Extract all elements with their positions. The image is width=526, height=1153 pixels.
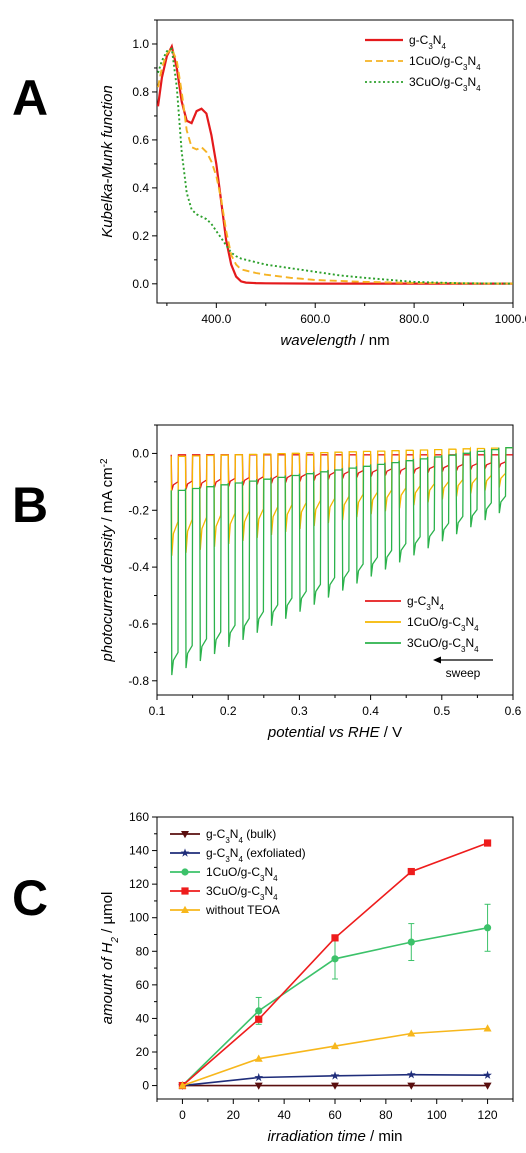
legend-marker bbox=[181, 905, 189, 913]
legend-label: g-C3N4 bbox=[409, 33, 446, 51]
y-tick-label: 100 bbox=[129, 911, 149, 925]
panel-letter-b: B bbox=[12, 477, 48, 533]
data-point bbox=[330, 1071, 340, 1080]
data-point bbox=[483, 1024, 492, 1032]
data-point bbox=[407, 1029, 416, 1037]
x-tick-label: 80 bbox=[379, 1108, 393, 1122]
data-point bbox=[178, 1081, 187, 1089]
x-tick-label: 0.4 bbox=[362, 704, 379, 718]
x-tick-label: 1000.0 bbox=[495, 312, 526, 326]
y-tick-label: -0.4 bbox=[128, 560, 149, 574]
y-tick-label: 120 bbox=[129, 877, 149, 891]
data-point bbox=[331, 934, 339, 942]
x-axis-title: wavelength / nm bbox=[280, 332, 389, 349]
data-point bbox=[483, 839, 492, 847]
legend-label: 1CuO/g-C3N4 bbox=[206, 865, 278, 883]
data-point bbox=[406, 1070, 416, 1079]
x-tick-label: 60 bbox=[328, 1108, 342, 1122]
y-tick-label: 0.2 bbox=[132, 229, 149, 243]
legend-label: without TEOA bbox=[205, 903, 280, 917]
y-tick-label: 0 bbox=[142, 1079, 149, 1093]
data-point bbox=[254, 1054, 263, 1062]
sweep-label: sweep bbox=[446, 666, 481, 680]
x-tick-label: 0.1 bbox=[149, 704, 166, 718]
y-tick-label: -0.8 bbox=[128, 674, 149, 688]
legend-label: 1CuO/g-C3N4 bbox=[409, 54, 481, 72]
y-tick-label: -0.6 bbox=[128, 617, 149, 631]
x-tick-label: 800.0 bbox=[399, 312, 429, 326]
data-point bbox=[331, 1082, 339, 1090]
plot-area bbox=[178, 839, 492, 1090]
legend-label: g-C3N4 (bulk) bbox=[206, 827, 276, 845]
y-tick-label: 40 bbox=[136, 1011, 150, 1025]
x-tick-label: 0.6 bbox=[505, 704, 522, 718]
x-tick-label: 0.5 bbox=[433, 704, 450, 718]
legend-label: 3CuO/g-C3N4 bbox=[409, 75, 481, 93]
data-point bbox=[407, 938, 415, 946]
data-point bbox=[483, 1082, 492, 1090]
y-tick-label: 0.4 bbox=[132, 181, 149, 195]
y-tick-label: 0.0 bbox=[132, 277, 149, 291]
data-point bbox=[483, 924, 492, 932]
y-tick-label: 20 bbox=[136, 1045, 150, 1059]
plot-area bbox=[170, 446, 513, 676]
y-tick-label: 140 bbox=[129, 844, 149, 858]
data-point bbox=[254, 1072, 264, 1082]
y-axis-title: photocurrent density / mA cm-2 bbox=[99, 458, 117, 663]
legend-label: g-C3N4 bbox=[407, 594, 444, 612]
data-point bbox=[407, 1082, 416, 1090]
x-tick-label: 100 bbox=[427, 1108, 447, 1122]
plot-area bbox=[157, 43, 513, 285]
series-line-1CuO/g-C3N4 bbox=[157, 47, 513, 285]
data-point bbox=[331, 1041, 339, 1050]
series-line-1CuO/g-C3N4 bbox=[170, 446, 513, 556]
legend-label: 3CuO/g-C3N4 bbox=[407, 636, 479, 654]
legend-label: g-C3N4 (exfoliated) bbox=[206, 846, 306, 864]
series-line-3CuO/g-C3N4 bbox=[157, 47, 513, 285]
y-tick-label: 0.0 bbox=[132, 446, 149, 460]
legend-marker bbox=[180, 848, 190, 857]
y-tick-label: 0.8 bbox=[132, 85, 149, 99]
x-tick-label: 120 bbox=[478, 1108, 498, 1122]
data-point bbox=[255, 1007, 263, 1015]
chart-panel-b: B 0.1 0.2 0.3 0.4 0.5 0.6 -0.8 -0.6 -0.4 -0.2 0.0 po… bbox=[12, 424, 522, 741]
x-axis-title: irradiation time / min bbox=[267, 1128, 402, 1145]
legend-marker bbox=[181, 887, 189, 895]
x-tick-label: 0 bbox=[179, 1108, 186, 1122]
data-point bbox=[483, 1070, 492, 1079]
x-axis-title: potential vs RHE / V bbox=[267, 724, 402, 741]
data-point bbox=[254, 1082, 263, 1090]
y-tick-label: 60 bbox=[136, 978, 150, 992]
x-tick-label: 400.0 bbox=[201, 312, 231, 326]
y-tick-label: 1.0 bbox=[132, 37, 149, 51]
legend-marker bbox=[181, 831, 189, 839]
sweep-arrow-head bbox=[433, 656, 441, 664]
x-tick-label: 0.2 bbox=[220, 704, 237, 718]
series-line-3CuO/g-C3N4 bbox=[170, 447, 513, 676]
x-tick-label: 40 bbox=[277, 1108, 291, 1122]
y-tick-label: 0.6 bbox=[132, 133, 149, 147]
y-tick-label: 160 bbox=[129, 810, 149, 824]
y-axis-title: amount of H2 / µmol bbox=[99, 892, 121, 1025]
panel-letter-a: A bbox=[12, 70, 48, 126]
chart-panel-c: C 0 20 40 60 80 100 120 0 20 40 60 80 100 120 140 160 irr… bbox=[12, 810, 514, 1145]
y-tick-label: 80 bbox=[136, 944, 150, 958]
legend-label: 1CuO/g-C3N4 bbox=[407, 615, 479, 633]
x-tick-label: 0.3 bbox=[291, 704, 308, 718]
legend-marker bbox=[181, 868, 189, 876]
data-point bbox=[331, 955, 339, 963]
y-axis-title: Kubelka-Munk function bbox=[99, 85, 116, 238]
x-tick-label: 20 bbox=[227, 1108, 241, 1122]
y-tick-label: -0.2 bbox=[128, 503, 149, 517]
data-point bbox=[407, 867, 415, 876]
chart-panel-a: A 400.0 600.0 800.0 1000.0 0.0 0.2 0.4 0.6 0.8 1.0… bbox=[12, 19, 526, 349]
legend-label: 3CuO/g-C3N4 bbox=[206, 884, 278, 902]
plot-frame bbox=[156, 19, 514, 304]
x-tick-label: 600.0 bbox=[300, 312, 330, 326]
data-point bbox=[255, 1015, 263, 1023]
series-line-g-C3N4 bbox=[157, 43, 513, 285]
panel-letter-c: C bbox=[12, 870, 48, 926]
